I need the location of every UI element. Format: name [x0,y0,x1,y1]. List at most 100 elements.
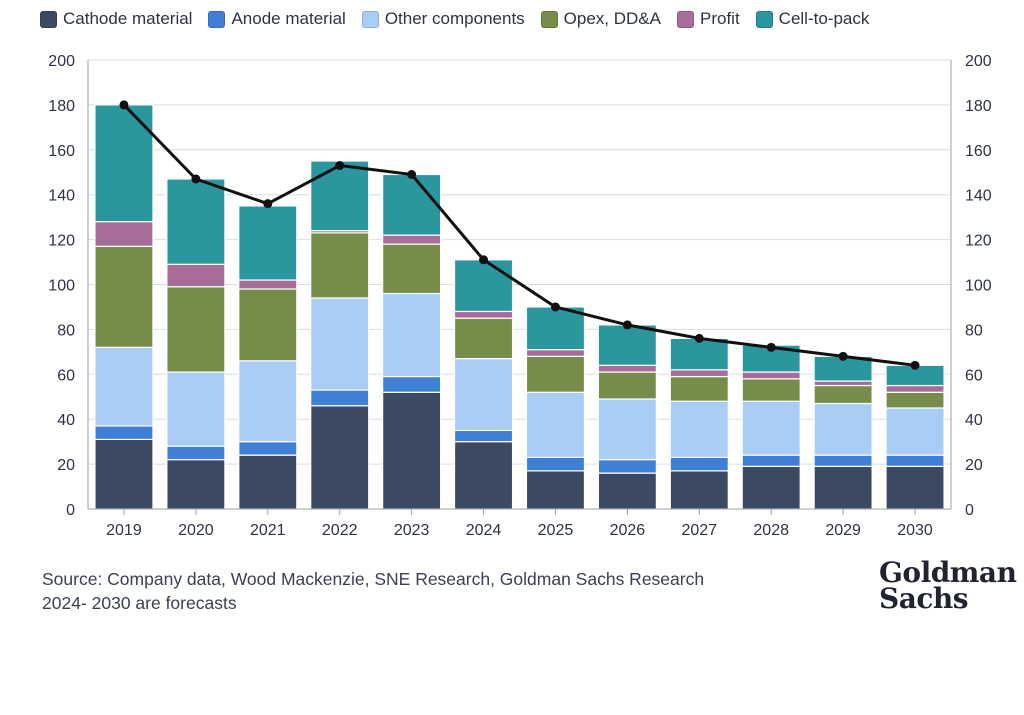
bar-segment-cathode-material [94,438,154,510]
y-tick-label-left: 120 [48,233,75,250]
bar-segment-cell-to-pack [382,173,442,236]
total-line-point [335,161,345,171]
x-tick-label: 2028 [753,522,789,539]
bar-segment-other-components [382,292,442,378]
x-tick-label: 2025 [538,522,574,539]
y-tick-label-left: 100 [48,278,75,295]
x-tick-label: 2024 [466,522,502,539]
bar-segment-other-components [885,407,945,456]
bar-segment-other-components [94,346,154,427]
bar-segment-anode-material [166,445,226,461]
bar-segment-anode-material [597,459,657,474]
bars [94,104,945,510]
y-tick-label-right: 80 [965,322,983,339]
y-tick-label-right: 0 [965,502,974,519]
y-tick-label-right: 140 [965,188,992,205]
bar-segment-profit [94,221,154,247]
bar-segment-cathode-material [597,472,657,510]
legend-label-anode: Anode material [231,9,346,28]
bar-segment-opex-dd-a [453,317,514,360]
y-tick-label-left: 200 [48,53,75,70]
bar-segment-other-components [310,297,370,391]
legend-swatch-anode [208,10,226,28]
legend-label-cathode: Cathode material [63,9,193,28]
bar-segment-cathode-material [382,391,442,510]
bar-segment-cathode-material [669,470,729,510]
bar-segment-cell-to-pack [94,104,154,223]
bar-segment-other-components [453,357,514,432]
logo-line-2: Sachs [879,582,969,615]
bar-segment-opex-dd-a [525,355,586,393]
legend-label-other: Other components [384,9,525,28]
logo-line-1: Goldman [879,556,1017,589]
legend-item-opex: Opex, DD&A [540,9,661,29]
bar-segment-cell-to-pack [453,259,514,313]
y-tick-label-right: 120 [965,233,992,250]
bar-segment-opex-dd-a [669,375,729,402]
bar-segment-anode-material [382,375,442,393]
legend-item-anode: Anode material [208,9,346,29]
bar-segment-cell-to-pack [166,178,226,265]
bar-segment-cell-to-pack [310,160,370,232]
bar-segment-anode-material [741,454,801,467]
bar-segment-cathode-material [525,470,586,510]
total-line-point [910,360,920,370]
bar-segment-anode-material [669,456,729,472]
bar-segment-cell-to-pack [669,337,729,371]
bar-segment-profit [669,369,729,378]
bar-segment-anode-material [525,456,586,472]
bar-segment-cathode-material [310,405,370,510]
total-line-point [838,351,848,361]
y-tick-label-right: 160 [965,143,992,160]
y-tick-label-right: 200 [965,53,992,70]
x-tick-label: 2026 [610,522,646,539]
bar-segment-opex-dd-a [813,384,873,405]
bar-segment-profit [741,371,801,380]
bar-segment-anode-material [94,425,154,441]
legend-label-opex: Opex, DD&A [563,9,661,28]
x-tick-label: 2021 [250,522,286,539]
total-line-path [122,103,916,367]
bar-segment-other-components [597,398,657,461]
x-tick-label: 2020 [178,522,214,539]
legend: Cathode material Anode material Other co… [40,9,885,29]
legend-swatch-other [361,10,379,28]
bar-segment-other-components [525,391,586,458]
bar-segment-cathode-material [238,454,298,510]
bar-segment-profit [238,279,298,290]
x-tick-label: 2023 [394,522,430,539]
bar-segment-cell-to-pack [525,306,586,351]
bar-segment-opex-dd-a [741,378,801,402]
bar-segment-other-components [741,400,801,456]
total-line-point [694,333,704,343]
x-tick-label: 2030 [897,522,933,539]
bar-segment-cathode-material [741,465,801,510]
y-tick-label-right: 40 [965,412,983,429]
bar-segment-other-components [238,360,298,443]
forecast-note: 2024- 2030 are forecasts [42,593,237,613]
legend-item-profit: Profit [676,9,740,29]
bar-segment-profit [382,234,442,245]
axes [87,60,952,515]
bar-segment-opex-dd-a [94,245,154,348]
y-tick-label-left: 180 [48,98,75,115]
y-tick-label-left: 20 [57,457,75,474]
total-line [119,100,920,370]
bar-segment-cathode-material [813,465,873,510]
bar-segment-profit [166,263,226,288]
total-line-point [622,320,632,330]
legend-item-cathode: Cathode material [40,9,192,29]
y-tick-label-right: 100 [965,278,992,295]
bar-segment-opex-dd-a [238,288,298,362]
total-line-point [263,199,273,209]
bar-segment-other-components [669,400,729,458]
y-tick-label-left: 0 [66,502,75,519]
bar-segment-anode-material [238,441,298,456]
source-line: Source: Company data, Wood Mackenzie, SN… [42,569,705,589]
legend-swatch-opex [540,10,558,28]
legend-item-cell-to-pack: Cell-to-pack [755,9,869,29]
bar-segment-other-components [813,402,873,456]
x-tick-label: 2019 [106,522,142,539]
